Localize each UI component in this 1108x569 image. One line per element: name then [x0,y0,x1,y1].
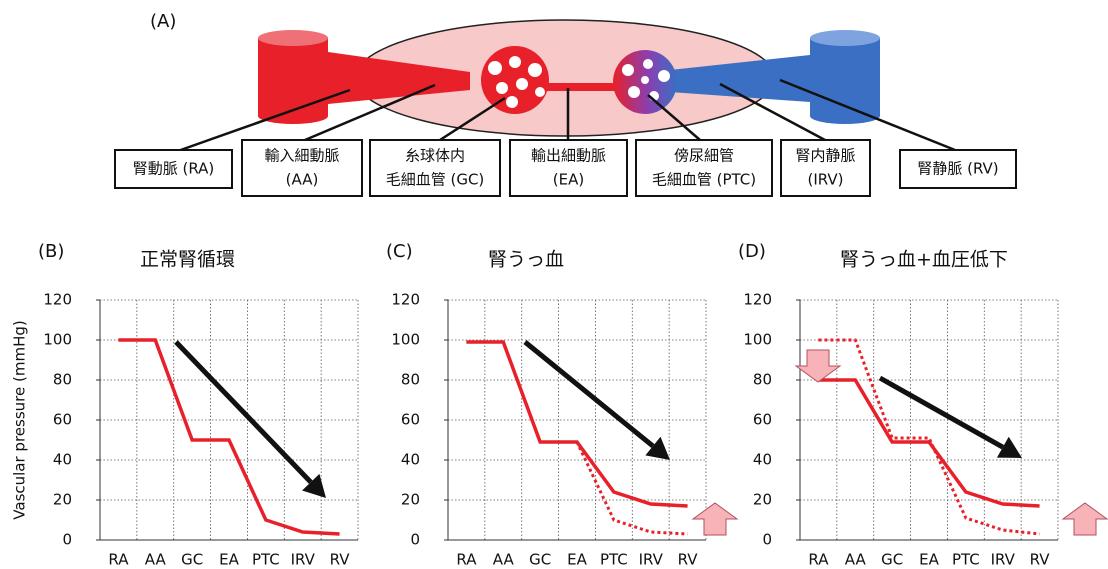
page: (A) 腎動脈 (RA) 輸入細動脈 (AA) 糸球体内毛細血管 (GC) 輸出細動脈 (… [0,0,1108,569]
y-tick-label: 120 [391,291,420,309]
figure: (A) 腎動脈 (RA) 輸入細動脈 (AA) 糸球体内毛細血管 (GC) 輸出細動脈 (… [0,0,1108,569]
renal-artery-top [258,30,328,46]
x-tick-label: IRV [639,551,664,569]
efferent-vessel [540,83,620,91]
x-tick-label: GC [181,551,203,569]
y-tick-label: 80 [753,371,772,389]
box-label: 糸球体内 [405,147,465,165]
y-tick-label: 60 [401,411,420,429]
box-label: 輸入細動脈 [264,147,339,165]
x-tick-label: PTC [952,551,980,569]
x-tick-label: EA [567,551,587,569]
x-tick-label: IRV [991,551,1016,569]
box-label: 腎動脈 (RA) [133,160,215,178]
x-tick-label: RA [808,551,829,569]
panel-label: (A) [150,11,176,32]
box-label: 腎静脈 (RV) [917,160,998,178]
x-tick-label: GC [529,551,551,569]
y-tick-label: 20 [401,491,420,509]
y-tick-label: 80 [401,371,420,389]
x-tick-label: PTC [600,551,628,569]
y-tick-label: 120 [743,291,772,309]
y-tick-label: 0 [62,531,72,549]
y-tick-label: 20 [753,491,772,509]
y-tick-label: 20 [53,491,72,509]
peritubular-capillary [613,50,677,114]
x-tick-label: RA [108,551,129,569]
pink-arrow [796,350,840,382]
box-label: 毛細血管 (PTC) [652,171,756,189]
y-tick-label: 40 [753,451,772,469]
y-tick-label: 100 [43,331,72,349]
box-label: 腎内静脈 [795,147,855,165]
trend-arrow [176,342,311,482]
series-line [118,340,339,534]
y-tick-label: 100 [391,331,420,349]
x-tick-label: EA [919,551,939,569]
panel-label: (D) [738,241,766,262]
y-tick-label: 120 [43,291,72,309]
chart-title: 腎うっ血+血圧低下 [840,249,1008,271]
x-tick-label: IRV [291,551,316,569]
x-tick-label: RV [1030,551,1051,569]
x-tick-label: EA [219,551,239,569]
y-tick-label: 60 [753,411,772,429]
box-label: (AA) [286,171,319,189]
x-tick-label: RV [678,551,699,569]
x-tick-label: AA [493,551,515,569]
renal-artery [258,38,328,116]
panel-label: (C) [386,241,413,262]
trend-arrow [525,342,653,446]
box-label: 毛細血管 (GC) [386,171,485,189]
x-tick-label: RV [330,551,351,569]
y-tick-label: 40 [53,451,72,469]
y-tick-label: 60 [53,411,72,429]
box-label: (EA) [553,171,584,189]
chart-title: 正常腎循環 [140,249,235,271]
renal-vein [810,38,880,116]
y-tick-label: 40 [401,451,420,469]
box-label: 輸出細動脈 [531,147,606,165]
x-tick-label: AA [845,551,867,569]
box-label: 傍尿細管 [674,147,734,165]
y-tick-label: 0 [410,531,420,549]
x-tick-label: PTC [252,551,280,569]
x-tick-label: GC [881,551,903,569]
box-label: (IRV) [808,171,844,189]
pink-arrow [1063,503,1107,535]
x-tick-label: RA [456,551,477,569]
glomerulus [481,46,549,114]
pink-arrow [693,503,737,535]
x-tick-label: AA [145,551,167,569]
chart-title: 腎うっ血 [488,249,564,271]
renal-vein-top [810,30,880,46]
y-tick-label: 0 [762,531,772,549]
panel-label: (B) [38,241,64,262]
y-axis-label: Vascular pressure (mmHg) [11,320,29,519]
y-tick-label: 80 [53,371,72,389]
series-line [466,342,687,506]
y-tick-label: 100 [743,331,772,349]
